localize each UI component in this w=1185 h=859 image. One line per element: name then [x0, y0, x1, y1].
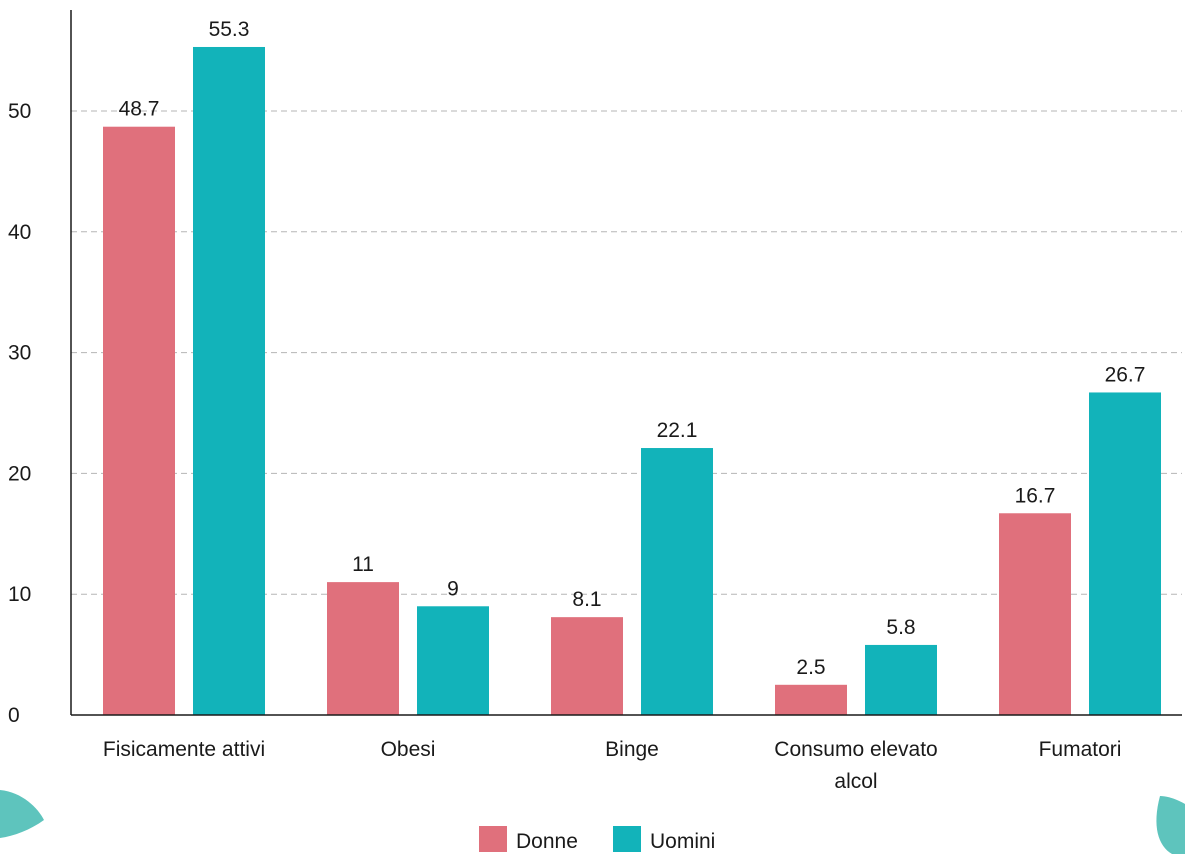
data-label: 2.5	[796, 656, 825, 679]
data-label: 22.1	[657, 419, 698, 442]
bar-donne-1	[327, 582, 399, 715]
labels: 0 10 20 30 40 50 48.7 11 8.1 2.5 16.7 55.3 9 22.1 5.8 2…	[8, 18, 1145, 793]
bar-uomini-3	[865, 644, 937, 715]
y-tick-label: 50	[8, 100, 31, 123]
legend-swatch-donne	[479, 826, 507, 852]
data-label: 16.7	[1015, 484, 1056, 507]
axes	[70, 10, 1182, 716]
data-label: 55.3	[209, 18, 250, 41]
x-category-label: alcol	[834, 770, 877, 793]
data-label: 11	[352, 553, 374, 576]
bar-uomini-4	[1089, 392, 1161, 715]
bar-uomini-1	[417, 606, 489, 715]
leaf-decoration-right	[1156, 796, 1185, 854]
x-category-label: Consumo elevato	[774, 738, 937, 761]
bar-donne-3	[775, 684, 847, 715]
y-tick-label: 30	[8, 342, 31, 365]
bars	[103, 46, 1161, 716]
x-category-label: Binge	[605, 738, 659, 761]
x-category-label: Obesi	[381, 738, 436, 761]
x-category-label: Fisicamente attivi	[103, 738, 265, 761]
y-tick-label: 0	[8, 704, 20, 727]
bar-donne-4	[999, 513, 1071, 715]
legend: Donne Uomini	[479, 826, 715, 853]
data-label: 9	[447, 577, 459, 600]
bar-uomini-0	[193, 46, 265, 715]
legend-label-uomini: Uomini	[650, 830, 715, 853]
data-label: 5.8	[886, 616, 915, 639]
y-tick-label: 40	[8, 221, 31, 244]
bar-donne-2	[551, 617, 623, 715]
leaf-decoration-left	[0, 790, 44, 838]
bar-donne-0	[103, 126, 175, 716]
y-tick-label: 10	[8, 583, 31, 606]
data-label: 48.7	[119, 98, 160, 121]
y-tick-label: 20	[8, 462, 31, 485]
decoration-layer	[0, 790, 1185, 854]
data-label: 8.1	[572, 588, 601, 611]
legend-label-donne: Donne	[516, 830, 578, 853]
legend-swatch-uomini	[613, 826, 641, 852]
x-category-label: Fumatori	[1039, 738, 1122, 761]
bar-uomini-2	[641, 448, 713, 715]
data-label: 26.7	[1105, 363, 1146, 386]
